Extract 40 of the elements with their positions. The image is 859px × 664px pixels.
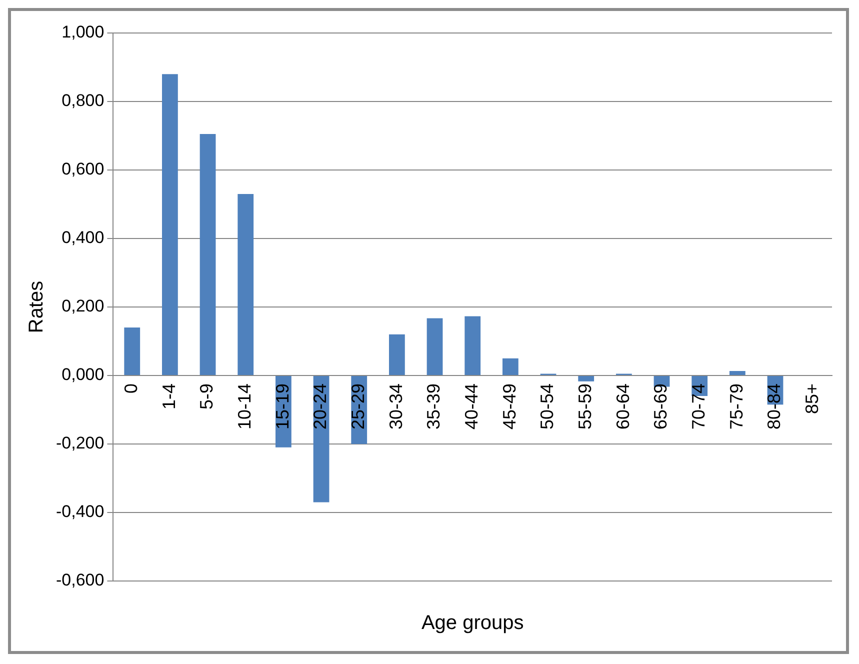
y-tick-label: 1,000 xyxy=(62,22,104,42)
y-tick-label: -0,200 xyxy=(56,434,104,453)
x-tick-label: 30-34 xyxy=(386,384,406,430)
y-axis-title: Rates xyxy=(26,280,48,334)
bar xyxy=(502,358,518,375)
x-tick-label: 5-9 xyxy=(196,384,217,410)
y-tick-label: 0,000 xyxy=(62,365,104,384)
x-tick-label: 60-64 xyxy=(612,384,633,430)
x-tick-label: 80-84 xyxy=(764,384,784,430)
x-tick-label: 20-24 xyxy=(310,384,330,430)
x-tick-label: 45-49 xyxy=(499,384,520,430)
y-tick-label: -0,400 xyxy=(56,502,104,522)
y-tick-label: 0,600 xyxy=(62,160,104,179)
y-tick-label: -0,600 xyxy=(56,570,104,590)
x-tick-label: 1-4 xyxy=(158,384,179,410)
x-tick-label: 40-44 xyxy=(462,384,482,430)
bar xyxy=(200,134,216,375)
y-tick-label: 0,800 xyxy=(62,91,104,110)
x-tick-label: 0 xyxy=(121,384,142,394)
bar xyxy=(729,371,746,375)
x-axis-title: Age groups xyxy=(421,612,524,634)
x-tick-label: 10-14 xyxy=(234,384,255,430)
y-tick-label: 0,400 xyxy=(62,228,104,248)
x-tick-label: 85+ xyxy=(802,384,822,414)
x-tick-label: 50-54 xyxy=(537,384,558,430)
x-tick-label: 15-19 xyxy=(272,384,292,430)
y-tick-label: 0,200 xyxy=(62,296,104,316)
bar xyxy=(238,194,254,375)
bar xyxy=(464,316,481,375)
bar xyxy=(578,376,594,382)
bar xyxy=(162,74,178,375)
x-tick-label: 75-79 xyxy=(726,384,746,430)
x-tick-label: 70-74 xyxy=(688,384,709,430)
x-tick-label: 25-29 xyxy=(348,384,368,430)
x-tick-label: 35-39 xyxy=(424,384,444,430)
bar xyxy=(426,318,443,375)
x-tick-label: 55-59 xyxy=(575,384,596,430)
x-tick-label: 65-69 xyxy=(650,384,671,430)
bar xyxy=(124,328,140,375)
bar xyxy=(388,334,405,375)
